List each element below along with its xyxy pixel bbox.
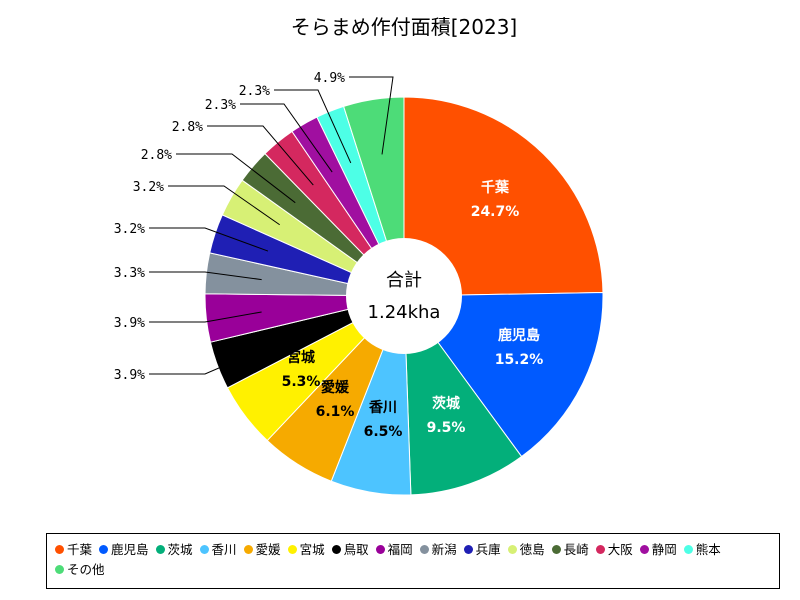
legend-item: 千葉 <box>55 540 92 560</box>
leader-line <box>176 153 296 204</box>
legend-swatch <box>99 545 109 554</box>
slice-name-label: 宮城 <box>287 349 315 366</box>
legend-swatch <box>507 545 517 554</box>
legend-label: その他 <box>67 562 105 577</box>
legend-label: 大阪 <box>607 542 633 557</box>
legend-swatch <box>55 565 64 574</box>
legend: 千葉 鹿児島 茨城 香川 愛媛 宮城 鳥取 福岡 新潟 兵庫 徳島 長崎 大阪 静岡 熊本その他 <box>46 533 780 589</box>
leader-line <box>149 345 270 375</box>
legend-label: 鹿児島 <box>111 542 149 557</box>
legend-item: 兵庫 <box>463 540 501 560</box>
legend-label: 新潟 <box>431 542 457 557</box>
center-value: 1.24kha <box>368 302 441 323</box>
legend-label: 愛媛 <box>255 542 281 557</box>
slice-value-label: 3.2% <box>133 180 164 195</box>
chart-title: そらまめ作付面積[2023] <box>291 15 518 39</box>
legend-item: 大阪 <box>595 540 633 560</box>
legend-item: 熊本 <box>683 540 721 560</box>
slice-value-label: 6.5% <box>364 424 403 440</box>
legend-item: 鹿児島 <box>99 540 149 560</box>
slice-value-label: 5.3% <box>282 374 321 390</box>
slice-name-label: 茨城 <box>432 395 460 412</box>
slice-name-label: 愛媛 <box>321 379 350 396</box>
leader-lines-group <box>149 76 394 375</box>
slice-name-label: 千葉 <box>481 179 510 196</box>
legend-label: 茨城 <box>167 542 193 557</box>
slice-value-label: 4.9% <box>314 71 345 86</box>
legend-item: 鳥取 <box>331 540 369 560</box>
slice-value-label: 3.2% <box>114 222 145 237</box>
legend-item: 愛媛 <box>243 540 281 560</box>
legend-swatch <box>243 545 253 554</box>
legend-swatch <box>419 545 429 554</box>
leader-line <box>240 103 333 173</box>
legend-item: その他 <box>55 560 105 580</box>
slice-千葉 <box>403 96 604 297</box>
leader-line <box>149 227 269 252</box>
donut-hole <box>346 238 462 354</box>
slice-value-label: 3.9% <box>114 368 145 383</box>
slice-value-label: 9.5% <box>427 420 466 436</box>
legend-label: 熊本 <box>695 542 721 557</box>
legend-item: 新潟 <box>419 540 457 560</box>
legend-swatch <box>463 545 473 554</box>
slice-value-label: 24.7% <box>471 204 520 220</box>
legend-swatch <box>287 545 297 554</box>
slice-labels-group: 千葉 24.7% 鹿児島 15.2% 茨城 9.5% 香川 6.5% 愛媛 6.1% 宮城 5.3% 3… <box>114 71 544 440</box>
legend-item: 福岡 <box>375 540 413 560</box>
slice-value-label: 2.3% <box>239 84 270 99</box>
slice-value-label: 2.8% <box>172 120 203 135</box>
legend-label: 長崎 <box>563 542 589 557</box>
slice-value-label: 3.3% <box>114 266 145 281</box>
legend-swatch <box>595 545 605 554</box>
legend-item: 茨城 <box>155 540 193 560</box>
leader-line <box>168 185 280 226</box>
legend-item: 長崎 <box>551 540 589 560</box>
slice-value-label: 2.8% <box>141 148 172 163</box>
slice-鹿児島 <box>403 292 604 458</box>
legend-swatch <box>639 545 649 554</box>
legend-swatch <box>55 545 64 554</box>
legend-item: 静岡 <box>639 540 677 560</box>
legend-item: 香川 <box>199 540 237 560</box>
slice-value-label: 3.9% <box>114 316 145 331</box>
slice-name-label: 鹿児島 <box>497 327 540 344</box>
leader-line <box>274 89 352 164</box>
leader-line <box>207 125 314 186</box>
legend-label: 鳥取 <box>343 542 369 557</box>
leader-line <box>149 271 262 281</box>
legend-swatch <box>551 545 561 554</box>
legend-label: 兵庫 <box>475 542 501 557</box>
legend-swatch <box>375 545 385 554</box>
legend-swatch <box>155 545 165 554</box>
leader-line <box>149 311 262 323</box>
slice-value-label: 15.2% <box>495 352 544 368</box>
legend-label: 静岡 <box>651 542 677 557</box>
legend-label: 千葉 <box>67 542 93 557</box>
slice-value-label: 2.3% <box>205 98 236 113</box>
legend-swatch <box>683 545 693 554</box>
legend-item: 宮城 <box>287 540 325 560</box>
leader-line <box>349 76 394 155</box>
legend-swatch <box>199 545 209 554</box>
slice-value-label: 6.1% <box>316 404 355 420</box>
legend-label: 宮城 <box>299 542 325 557</box>
legend-label: 香川 <box>211 542 237 557</box>
legend-swatch <box>331 545 341 554</box>
legend-item: 徳島 <box>507 540 545 560</box>
slice-name-label: 香川 <box>368 399 397 416</box>
legend-label: 徳島 <box>519 542 545 557</box>
center-label: 合計 <box>386 270 422 291</box>
legend-label: 福岡 <box>387 542 413 557</box>
